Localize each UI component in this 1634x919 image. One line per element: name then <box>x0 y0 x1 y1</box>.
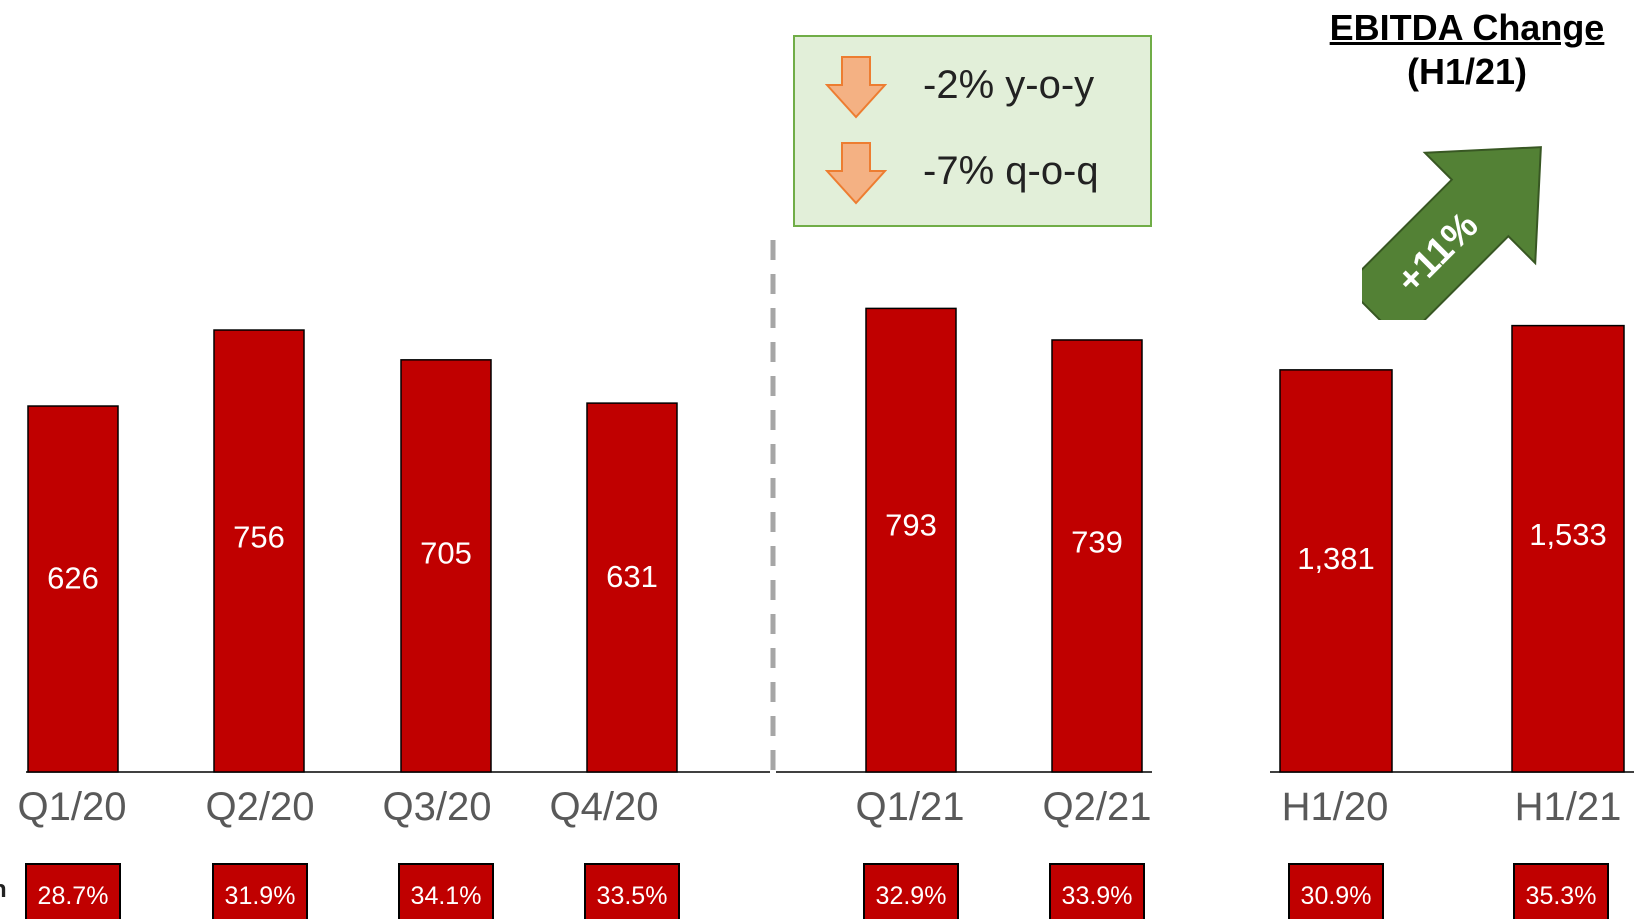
bar <box>865 307 957 773</box>
chart-title: EBITDA Change (H1/21) <box>1300 6 1634 94</box>
bar <box>213 329 305 773</box>
margin-value-label: 33.5% <box>597 882 668 910</box>
bar-value-label: 705 <box>420 535 472 570</box>
down-arrow-icon <box>825 142 887 205</box>
margin-badge <box>1288 863 1384 919</box>
margin-badge <box>1513 863 1609 919</box>
bar-value-label: 756 <box>233 519 285 554</box>
margin-value-label: 32.9% <box>876 882 947 910</box>
x-tick-label: Q4/20 <box>550 785 659 829</box>
margin-value-label: 31.9% <box>225 882 296 910</box>
x-tick-label: H1/21 <box>1515 785 1622 829</box>
bar <box>400 359 492 773</box>
margin-value-label: 35.3% <box>1526 882 1597 910</box>
bar <box>1051 339 1143 773</box>
title-line-1: EBITDA Change <box>1329 7 1605 48</box>
bar <box>1279 369 1393 773</box>
bar-value-label: 1,381 <box>1297 541 1375 576</box>
x-tick-label: H1/20 <box>1282 785 1389 829</box>
margin-value-label: 34.1% <box>411 882 482 910</box>
title-line-2: (H1/21) <box>1406 51 1528 92</box>
bar-value-label: 626 <box>47 560 99 595</box>
down-arrow-icon <box>825 56 887 119</box>
margin-badge <box>25 863 121 919</box>
margin-badge <box>212 863 308 919</box>
bar-value-label: 793 <box>885 508 937 543</box>
bar-value-label: 1,533 <box>1529 517 1607 552</box>
margin-row-label: n <box>0 876 7 904</box>
x-tick-label: Q3/20 <box>383 785 492 829</box>
bar-value-label: 739 <box>1071 525 1123 560</box>
margin-value-label: 30.9% <box>1301 882 1372 910</box>
legend-item-qoq: -7% q-o-q <box>795 141 1150 221</box>
bar <box>27 405 119 773</box>
x-tick-label: Q2/21 <box>1043 785 1152 829</box>
x-tick-label: Q2/20 <box>206 785 315 829</box>
margin-badge <box>398 863 494 919</box>
x-tick-label: Q1/21 <box>856 785 965 829</box>
x-tick-label: Q1/20 <box>18 785 127 829</box>
legend-yoy-text: -2% y-o-y <box>923 63 1095 107</box>
margin-badge <box>863 863 959 919</box>
legend-item-yoy: -2% y-o-y <box>795 55 1150 135</box>
margin-badge <box>584 863 680 919</box>
bar-value-label: 631 <box>606 559 658 594</box>
margin-value-label: 28.7% <box>38 882 109 910</box>
bar <box>1511 324 1625 773</box>
change-legend-box: -2% y-o-y -7% q-o-q <box>793 35 1152 227</box>
up-arrow-icon: +11% <box>1362 146 1542 320</box>
bar <box>586 402 678 773</box>
margin-badge <box>1049 863 1145 919</box>
legend-qoq-text: -7% q-o-q <box>923 149 1099 193</box>
margin-value-label: 33.9% <box>1062 882 1133 910</box>
